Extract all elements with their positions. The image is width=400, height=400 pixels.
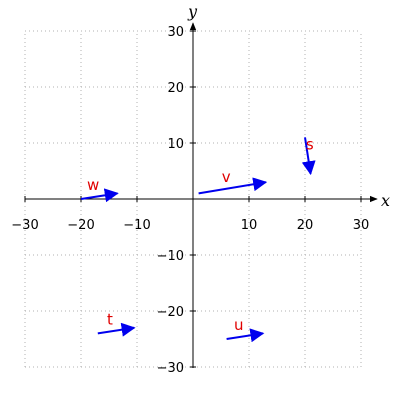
x-tick-label: 30 xyxy=(353,218,370,233)
y-tick-label: 20 xyxy=(167,81,184,96)
y-tick-label: 10 xyxy=(167,137,184,152)
tick-labels: −30 −20 −10 10 20 30 −30 −20 −10 10 20 30 xyxy=(11,25,369,376)
x-tick-label: −30 xyxy=(11,218,38,233)
vector-v-label: v xyxy=(222,168,231,186)
x-tick-label: 10 xyxy=(241,218,258,233)
y-tick-label: −30 xyxy=(157,361,184,376)
y-tick-label: −20 xyxy=(157,305,184,320)
vector-s-label: s xyxy=(306,136,314,154)
vector-v-arrow xyxy=(198,177,268,195)
y-tick-label: 30 xyxy=(167,25,184,40)
vector-w-arrow xyxy=(80,188,119,203)
vector-s-arrow xyxy=(301,137,316,176)
y-axis-label: y xyxy=(187,2,198,21)
x-tick-label: −10 xyxy=(123,218,150,233)
x-tick-label: 20 xyxy=(297,218,314,233)
vector-u-arrow xyxy=(226,328,265,343)
x-axis-label: x xyxy=(381,191,390,210)
vector-w-label: w xyxy=(87,176,99,194)
vector-t-arrow xyxy=(97,322,136,337)
vector-t-label: t xyxy=(107,311,113,329)
y-tick-label: −10 xyxy=(157,249,184,264)
axes xyxy=(25,22,378,368)
x-tick-label: −20 xyxy=(67,218,94,233)
vectors: w v s t u xyxy=(80,136,316,343)
vector-u-label: u xyxy=(234,316,244,334)
